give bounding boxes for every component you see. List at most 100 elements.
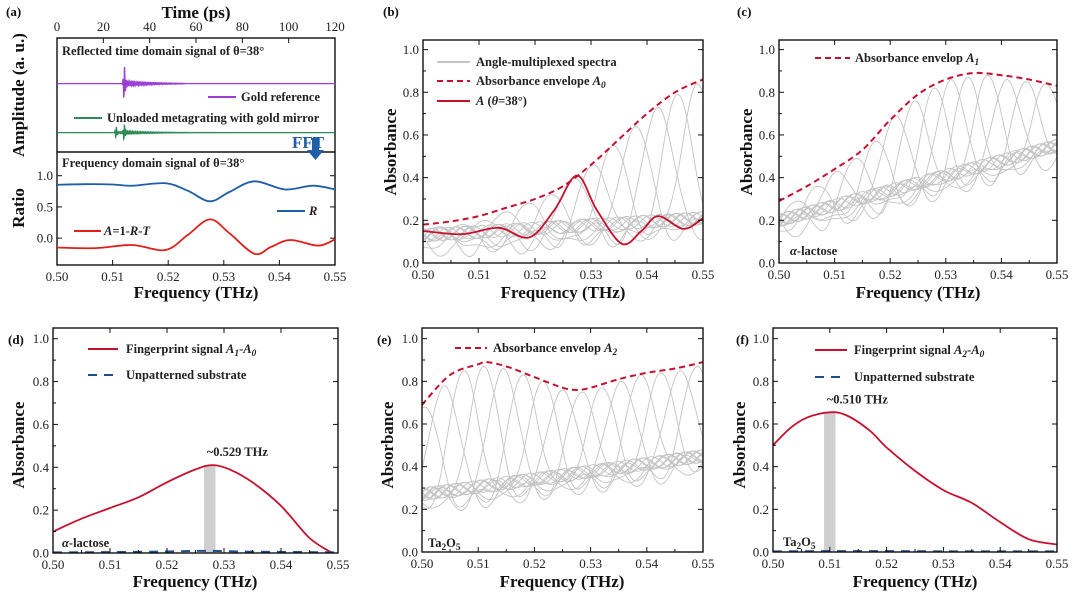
legend-label-a-part: R bbox=[129, 224, 138, 238]
sample-label-part: 5 bbox=[456, 543, 461, 553]
legend-label-part: 1 bbox=[974, 58, 979, 68]
gray-spectrum-line bbox=[421, 370, 704, 510]
gray-spectrum-line bbox=[422, 83, 704, 242]
y-tick-label: 0.8 bbox=[753, 374, 769, 389]
gray-spectrum-line bbox=[778, 74, 1058, 220]
peak-annotation: ~0.510 THz bbox=[827, 392, 889, 406]
gray-spectrum-line bbox=[779, 79, 1058, 223]
legend-label: Fingerprint signal A1-A0 bbox=[126, 342, 257, 359]
time-signal-line bbox=[57, 123, 335, 142]
sample-label: α-lactose bbox=[62, 536, 110, 550]
x-tick-label: 0.54 bbox=[990, 267, 1013, 282]
gray-spectrum-line bbox=[422, 145, 704, 242]
panel-label: (d) bbox=[8, 332, 24, 347]
legend-label-part: A bbox=[970, 343, 979, 357]
sample-label-part: Ta bbox=[428, 536, 442, 550]
x-tick-label: 0.52 bbox=[157, 269, 180, 284]
time-tick-label: 20 bbox=[97, 19, 110, 34]
legend-label-a-part: A bbox=[103, 224, 112, 238]
x-tick-label: 0.51 bbox=[818, 556, 841, 571]
y-axis-label: Absorbance bbox=[730, 401, 749, 488]
y-tick-label: 0.4 bbox=[753, 459, 770, 474]
y-tick-label: 0.6 bbox=[33, 417, 50, 432]
legend-label-part: A bbox=[603, 341, 612, 355]
legend-label-part: 0 bbox=[601, 81, 606, 91]
gray-spectrum-line bbox=[778, 81, 1058, 225]
panel-label: (b) bbox=[383, 4, 399, 19]
time-tick-label: 60 bbox=[190, 19, 203, 34]
gray-spectrum-line bbox=[778, 100, 1058, 222]
x-tick-label: 0.55 bbox=[1046, 267, 1069, 282]
legend-label-part: A bbox=[953, 343, 962, 357]
axes-frame bbox=[421, 327, 704, 553]
x-tick-label: 0.53 bbox=[580, 267, 603, 282]
gray-spectrum-line bbox=[422, 164, 704, 249]
time-signal-line bbox=[57, 66, 335, 98]
x-tick-label: 0.54 bbox=[270, 557, 293, 572]
legend-label: A (θ=38°) bbox=[475, 94, 527, 108]
y-tick-label: 1.0 bbox=[753, 331, 769, 346]
x-tick-label: 0.55 bbox=[692, 556, 715, 571]
sample-label: Ta2O5 bbox=[783, 535, 816, 552]
legend-label-metagrating: Unloaded metagrating with gold mirror bbox=[107, 111, 320, 125]
x-tick-label: 0.50 bbox=[762, 556, 785, 571]
gray-spectrum-line bbox=[422, 211, 704, 258]
legend-label-gold-reference: Gold reference bbox=[241, 90, 320, 104]
y-tick-label: 1.0 bbox=[37, 168, 53, 183]
y-tick-label: 1.0 bbox=[759, 42, 775, 57]
y-tick-label: 0.6 bbox=[753, 417, 770, 432]
panel-f: ~0.510 THz 0.50 0.51 0.52 0.53 0.54 0.55 0.0 0.2… bbox=[730, 327, 1069, 591]
time-tick-label: 40 bbox=[143, 19, 156, 34]
legend-label: Absorbance envelope A0 bbox=[476, 74, 606, 91]
gray-spectrum-line bbox=[778, 143, 1058, 225]
time-domain-title: Reflected time domain signal of θ=38° bbox=[62, 44, 264, 58]
time-tick-label: 80 bbox=[236, 19, 249, 34]
y-tick-label: 0.5 bbox=[37, 199, 53, 214]
sample-label-part: 2 bbox=[796, 542, 801, 552]
y-tick-label: 0.4 bbox=[759, 170, 776, 185]
panel-label: (c) bbox=[737, 4, 751, 19]
gray-spectrum-line bbox=[421, 374, 704, 499]
legend-label-part: Absorbance envelop bbox=[855, 51, 966, 65]
frequency-domain-title: Frequency domain signal of θ=38° bbox=[62, 156, 244, 170]
panel-c: 0.50 0.51 0.52 0.53 0.54 0.55 0.0 0.2 0.4 0.6 0.8 1… bbox=[737, 39, 1069, 302]
x-tick-label: 0.54 bbox=[989, 556, 1012, 571]
y-tick-label: 0.8 bbox=[33, 374, 49, 389]
legend-label-a-part: - bbox=[138, 224, 142, 238]
sample-label-part: α bbox=[790, 244, 798, 258]
series-line bbox=[56, 218, 336, 256]
x-tick-label: 0.54 bbox=[268, 269, 291, 284]
time-axis-label: Time (ps) bbox=[161, 3, 230, 22]
time-tick-label: 120 bbox=[325, 19, 345, 34]
sample-label-part: -lactose bbox=[69, 536, 110, 550]
panel-d: ~0.529 THz 0.50 0.51 0.52 0.53 0.54 0.55 0.0 0.2… bbox=[9, 327, 350, 591]
y-tick-label: 0.6 bbox=[402, 417, 419, 432]
legend-label-gold-reference-part: Gold reference bbox=[241, 90, 320, 104]
legend-label-part: =38°) bbox=[498, 94, 527, 108]
x-tick-label: 0.50 bbox=[42, 557, 65, 572]
legend-label-part: 1 bbox=[234, 349, 239, 359]
peak-highlight-band bbox=[204, 465, 216, 553]
y-tick-label: 0.4 bbox=[403, 170, 420, 185]
x-tick-label: 0.55 bbox=[327, 557, 350, 572]
gray-spectrum-line bbox=[421, 365, 704, 499]
x-tick-label: 0.55 bbox=[1046, 556, 1069, 571]
legend-label: Unpatterned substrate bbox=[854, 370, 975, 384]
x-tick-label: 0.50 bbox=[46, 269, 69, 284]
x-axis-label: Frequency (THz) bbox=[133, 572, 258, 591]
series-line bbox=[52, 464, 333, 554]
legend-label-gray-spectra-part: Angle-multiplexed spectra bbox=[476, 55, 617, 69]
gray-spectrum-line bbox=[778, 79, 1058, 227]
legend-label-part: θ bbox=[492, 94, 499, 108]
y-tick-label: 0.0 bbox=[753, 545, 769, 560]
y-tick-label: 0.2 bbox=[33, 503, 49, 518]
legend-label-part: 0 bbox=[980, 350, 985, 360]
legend-label-part: A bbox=[242, 342, 251, 356]
axes-frame bbox=[772, 327, 1058, 553]
x-axis-label: Frequency (THz) bbox=[134, 283, 259, 302]
legend-label: Unpatterned substrate bbox=[126, 368, 247, 382]
legend-label-metagrating-part: Unloaded metagrating with gold mirror bbox=[107, 111, 320, 125]
x-tick-label: 0.52 bbox=[879, 267, 902, 282]
gray-spectrum-line bbox=[421, 380, 703, 498]
x-axis-label: Frequency (THz) bbox=[853, 572, 978, 591]
